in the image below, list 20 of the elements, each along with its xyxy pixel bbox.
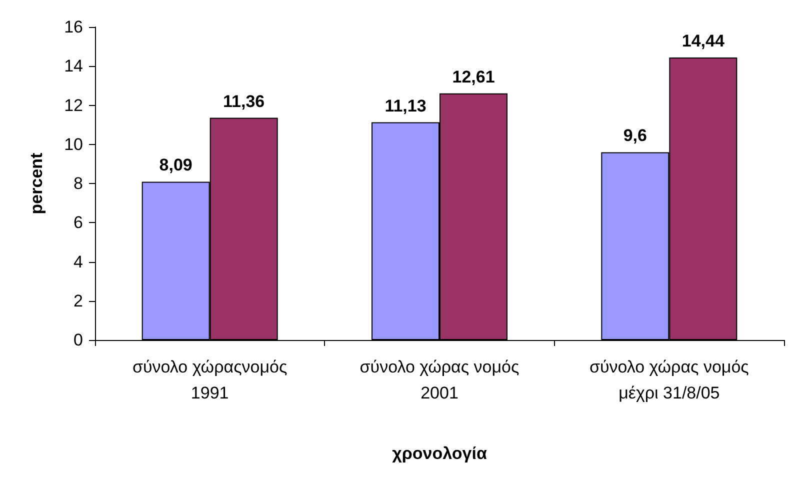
data-label: 11,36 xyxy=(223,92,265,111)
y-axis-title: percent xyxy=(27,152,46,214)
y-tick-label: 0 xyxy=(74,330,83,350)
data-label: 9,6 xyxy=(623,126,647,146)
x-axis-title: χρονολογία xyxy=(392,444,488,463)
x-tick-label: σύνολο χώραςνομός 1991 xyxy=(132,358,288,402)
y-tick-label: 10 xyxy=(64,134,83,154)
data-label: 12,61 xyxy=(452,67,495,86)
x-tick-label: σύνολο χώρας νομός μέχρι 31/8/05 xyxy=(589,358,749,402)
x-tick-label: σύνολο χώρας νομός 2001 xyxy=(360,358,520,402)
y-tick-label: 8 xyxy=(74,174,83,193)
data-label: 8,09 xyxy=(159,156,192,175)
y-tick-label: 6 xyxy=(74,213,83,232)
data-label: 14,44 xyxy=(682,32,725,51)
y-tick-label: 16 xyxy=(64,18,83,36)
y-tick-label: 14 xyxy=(64,56,83,76)
data-label: 11,13 xyxy=(384,96,426,116)
y-tick-label: 12 xyxy=(64,96,83,115)
y-tick-label: 4 xyxy=(74,252,83,272)
y-tick-label: 2 xyxy=(74,291,83,310)
